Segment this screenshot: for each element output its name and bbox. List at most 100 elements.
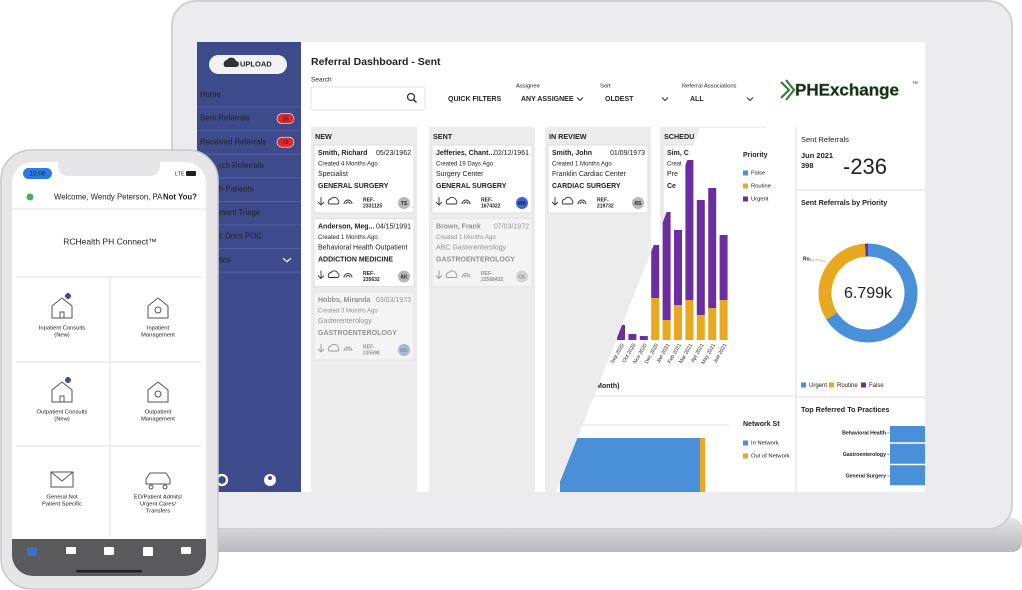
not-you[interactable]: Not You? — [163, 193, 197, 202]
filter-label: Referral Associations — [682, 84, 737, 90]
avatar-initials: TS — [401, 201, 408, 207]
avatar — [398, 344, 410, 356]
filter-value[interactable]: OLDEST — [605, 96, 634, 103]
bar-segment — [617, 325, 625, 340]
dob: 05/23/1962 — [376, 150, 411, 157]
menu-item[interactable]: tics — [219, 255, 231, 264]
badge — [276, 136, 295, 148]
card-bg — [431, 144, 533, 214]
legend-label: Routine — [837, 383, 858, 389]
upload-icon — [223, 57, 239, 67]
home-indicator — [76, 570, 142, 573]
tile-label[interactable]: ED/Patient Admits/ — [134, 495, 183, 501]
bar-segment — [685, 160, 694, 300]
referral-card[interactable]: Hobbs, Miranda 03/03/1973 Created 3 Months… — [313, 291, 415, 361]
practice-label: Behavioral Health — [842, 430, 886, 436]
quick-filters[interactable]: QUICK FILTERS — [448, 96, 501, 103]
ref-number: 22568432 — [481, 277, 503, 283]
menu-item[interactable]: Received Referrals — [200, 137, 266, 146]
referral-card[interactable]: Anderson, Meg... 04/15/1991 Created 1 Mont… — [313, 218, 415, 287]
specialty: ADDICTION MEDICINE — [318, 256, 393, 263]
tile-label[interactable]: Urgent Cares/ — [140, 502, 176, 508]
tile-label[interactable]: (New) — [54, 417, 70, 423]
tile-label[interactable]: Inpatient Consults — [39, 326, 86, 332]
bar-segment — [696, 200, 705, 315]
network-bar — [560, 438, 700, 492]
patient-name: Sim, C — [667, 150, 689, 157]
phone: 10:06 LTE Welcome, Wendy Peterson, PA Not Y… — [0, 149, 219, 590]
chevron — [746, 97, 754, 102]
chevron — [661, 97, 669, 102]
nav-icon[interactable] — [181, 547, 191, 554]
card-bg — [313, 218, 415, 287]
tile-label[interactable]: Outpatient Consults — [37, 410, 88, 416]
tile-label[interactable]: Management — [141, 417, 175, 423]
legend-swatch — [743, 196, 748, 202]
ref-label: REF- — [597, 197, 609, 203]
tile-label[interactable]: Outpatient — [145, 410, 172, 416]
menu-item[interactable]: Home — [200, 90, 221, 99]
avatar — [516, 197, 528, 209]
legend-label: False — [751, 171, 765, 177]
menu-item[interactable]: c Docs POC — [219, 232, 262, 241]
tile-icon — [147, 381, 169, 403]
bar-segment — [651, 298, 660, 340]
avatar — [398, 197, 410, 209]
tile-label[interactable]: Inpatient — [147, 326, 170, 332]
referral-card[interactable]: Brown, Frank 07/03/1972 Created 1 Months A… — [431, 218, 533, 287]
kpi-title: Sent Referrals — [801, 135, 849, 144]
tile-label[interactable]: Patient Specific — [42, 502, 82, 508]
menu-item[interactable]: ment Triage — [219, 208, 260, 217]
card-bg — [313, 144, 415, 214]
app-title: RCHealth PH Connect™ — [63, 236, 157, 246]
filter-label: Sort — [600, 84, 611, 90]
dob: 01/09/1973 — [610, 150, 645, 157]
bar-segment — [719, 235, 728, 300]
search-label: Search — [311, 77, 332, 84]
filter-value[interactable]: ANY ASSIGNEE — [521, 96, 574, 103]
avatar-initials: CK — [518, 274, 526, 280]
nav-icon[interactable] — [143, 547, 153, 556]
referral-card[interactable]: Smith, Richard 05/23/1962 Created 4 Months… — [313, 144, 415, 214]
bar-segment — [639, 336, 648, 340]
patient-name: Jefferies, Chant... — [436, 150, 494, 157]
tile-icon — [50, 471, 74, 488]
tile-label[interactable]: Management — [141, 333, 175, 339]
phone-notch — [58, 162, 160, 176]
avatar-initials: RS — [635, 201, 643, 207]
referral-card[interactable]: Smith, John 01/09/1973 Created 1 Months Ag… — [547, 144, 649, 214]
chart-caption: e (Month) — [588, 383, 620, 390]
legend-swatch — [861, 382, 866, 388]
network-title: Network St — [743, 421, 780, 428]
status-time: 10:06 — [29, 171, 46, 178]
bar-segment — [708, 308, 717, 340]
tile-icon — [145, 472, 171, 490]
page-title: Referral Dashboard - Sent — [311, 56, 441, 68]
tile-label[interactable]: Transfers — [146, 509, 170, 515]
logo: PHExchange — [795, 80, 899, 99]
specialty: Ce — [667, 183, 676, 190]
search-input[interactable] — [310, 86, 426, 111]
filter-value[interactable]: ALL — [690, 96, 704, 103]
ref-label: REF- — [363, 197, 375, 203]
created: Created 19 Days Ago — [436, 162, 494, 168]
tile-label[interactable]: (New) — [54, 333, 70, 339]
created: Created 1 Months Ago — [318, 235, 378, 241]
nav-icon[interactable] — [104, 547, 114, 555]
menu-item[interactable]: Sent Referrals — [200, 114, 250, 123]
filter-label: Assignee — [516, 84, 540, 90]
created: Creat — [667, 162, 682, 168]
nav-icon[interactable] — [66, 547, 76, 554]
bar-segment — [662, 212, 671, 320]
tile-label[interactable]: General Not — [46, 495, 78, 501]
network-bar — [700, 438, 705, 492]
nav-icon[interactable] — [27, 547, 37, 556]
menu-item[interactable]: rch Referrals — [219, 161, 264, 170]
patient-name: Hobbs, Miranda — [318, 297, 371, 304]
bar-segment — [651, 245, 660, 298]
column-title: NEW — [315, 132, 332, 141]
menu-item[interactable]: h Patients — [219, 184, 254, 193]
